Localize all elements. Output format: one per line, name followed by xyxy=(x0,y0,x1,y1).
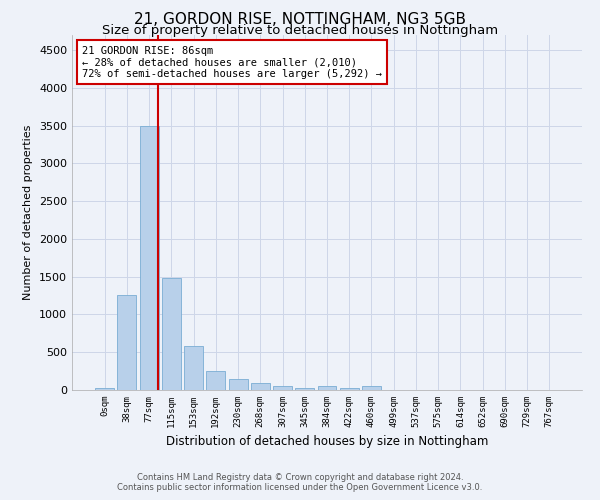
Bar xyxy=(184,346,203,390)
Y-axis label: Number of detached properties: Number of detached properties xyxy=(23,125,34,300)
Bar xyxy=(251,383,270,390)
Text: 21 GORDON RISE: 86sqm
← 28% of detached houses are smaller (2,010)
72% of semi-d: 21 GORDON RISE: 86sqm ← 28% of detached … xyxy=(82,46,382,79)
Bar xyxy=(273,386,292,390)
Bar xyxy=(362,386,381,390)
Bar xyxy=(206,372,225,390)
Bar xyxy=(317,386,337,390)
Bar xyxy=(118,295,136,390)
Bar xyxy=(295,388,314,390)
Bar xyxy=(162,278,181,390)
Text: Contains HM Land Registry data © Crown copyright and database right 2024.
Contai: Contains HM Land Registry data © Crown c… xyxy=(118,473,482,492)
X-axis label: Distribution of detached houses by size in Nottingham: Distribution of detached houses by size … xyxy=(166,436,488,448)
Bar xyxy=(95,388,114,390)
Bar xyxy=(140,126,158,390)
Text: 21, GORDON RISE, NOTTINGHAM, NG3 5GB: 21, GORDON RISE, NOTTINGHAM, NG3 5GB xyxy=(134,12,466,28)
Bar xyxy=(229,380,248,390)
Bar xyxy=(340,388,359,390)
Text: Size of property relative to detached houses in Nottingham: Size of property relative to detached ho… xyxy=(102,24,498,37)
